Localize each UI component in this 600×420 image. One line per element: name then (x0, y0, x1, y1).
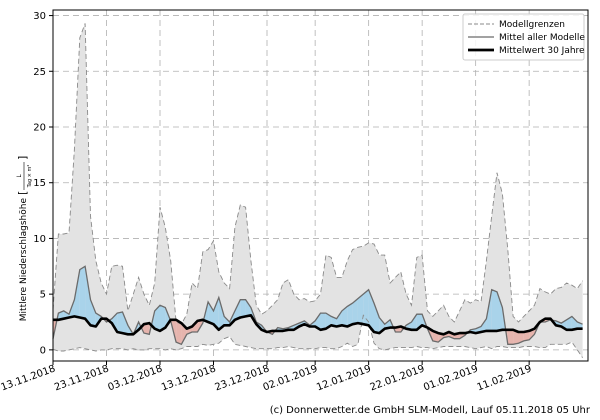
difference-fills (53, 266, 583, 345)
y-tick-label: 5 (40, 290, 46, 301)
x-tick-label: 23.12.2018 (213, 363, 271, 393)
model-envelope-band (53, 23, 583, 358)
legend: Modellgrenzen Mittel aller Modelle Mittelw… (462, 13, 585, 61)
x-tick-label: 13.11.2018 (0, 363, 57, 393)
difference-segment (518, 332, 524, 344)
difference-segment (218, 297, 225, 330)
difference-segment (176, 319, 182, 345)
y-tick-label: 20 (33, 123, 46, 134)
plot-frame (52, 9, 589, 362)
x-tick-label: 11.02.2019 (476, 363, 534, 393)
difference-segment (79, 266, 86, 319)
difference-segment (384, 319, 391, 329)
difference-segment (571, 316, 578, 330)
y-tick-label: 30 (33, 11, 46, 22)
difference-segment (245, 299, 251, 317)
y-axis-ticks: 0 5 10 15 20 25 30 (33, 11, 53, 356)
difference-segment (320, 313, 326, 330)
difference-segment (208, 301, 214, 325)
y-axis-unit-denominator: Tag × m² (27, 165, 33, 189)
x-tick-label: 01.02.2019 (422, 363, 480, 393)
svg-text:]: ] (16, 156, 29, 160)
difference-segment (117, 312, 123, 334)
x-tick-label: 23.11.2018 (53, 363, 111, 393)
x-tick-label: 02.01.2019 (262, 363, 320, 393)
series-lines (52, 23, 583, 358)
x-tick-label: 12.01.2019 (315, 363, 373, 393)
difference-segment (497, 291, 503, 331)
difference-segment (74, 269, 80, 318)
difference-segment (566, 316, 572, 330)
difference-segment (213, 297, 219, 330)
difference-segment (374, 303, 380, 334)
difference-segment (160, 305, 166, 331)
legend-label-model_mean: Mittel aller Modelle (499, 33, 585, 43)
difference-segment (165, 307, 171, 328)
x-axis-ticks: 13.11.201823.11.201803.12.201813.12.2018… (0, 361, 533, 393)
climatology-line (53, 314, 583, 336)
difference-segment (315, 313, 321, 330)
difference-segment (523, 330, 530, 341)
x-tick-label: 03.12.2018 (106, 363, 164, 393)
difference-segment (341, 306, 348, 327)
difference-segment (143, 323, 150, 335)
y-axis-label: Mittlere Niederschlagshöhe [ L Tag × m² … (16, 156, 33, 322)
y-tick-label: 25 (33, 67, 46, 78)
y-axis-unit-numerator: L (16, 174, 23, 178)
difference-segment (331, 316, 337, 327)
difference-segment (336, 310, 342, 327)
x-tick-label: 22.01.2019 (369, 363, 427, 393)
difference-segment (352, 298, 358, 325)
y-axis-label-main: Mittlere Niederschlagshöhe (19, 198, 29, 322)
x-tick-label: 13.12.2018 (160, 363, 218, 393)
difference-segment (90, 299, 96, 327)
legend-label-climatology: Mittelwert 30 Jahre (499, 46, 585, 56)
difference-segment (240, 299, 246, 318)
difference-segment (154, 305, 160, 331)
difference-segment (234, 299, 241, 320)
difference-segment (411, 314, 417, 330)
upper-envelope-line (52, 23, 583, 325)
difference-segment (85, 266, 91, 326)
difference-segment (438, 333, 444, 343)
difference-segment (122, 312, 128, 335)
difference-segment (363, 289, 369, 326)
y-tick-label: 0 (40, 345, 46, 356)
difference-segment (507, 329, 514, 345)
envelope-fill (53, 23, 583, 358)
legend-box (462, 13, 585, 61)
difference-segment (481, 318, 487, 332)
legend-label-upper_envelope: Modellgrenzen (499, 20, 565, 30)
difference-segment (513, 329, 519, 345)
svg-text:[: [ (16, 191, 29, 195)
footer-credit: (c) Donnerwetter.de GmbH SLM-Modell, Lau… (270, 405, 591, 416)
difference-segment (491, 289, 497, 331)
y-tick-label: 15 (33, 178, 46, 189)
lower-envelope-line (52, 314, 583, 358)
difference-segment (357, 294, 364, 325)
y-tick-label: 10 (33, 234, 46, 245)
difference-segment (347, 303, 353, 327)
